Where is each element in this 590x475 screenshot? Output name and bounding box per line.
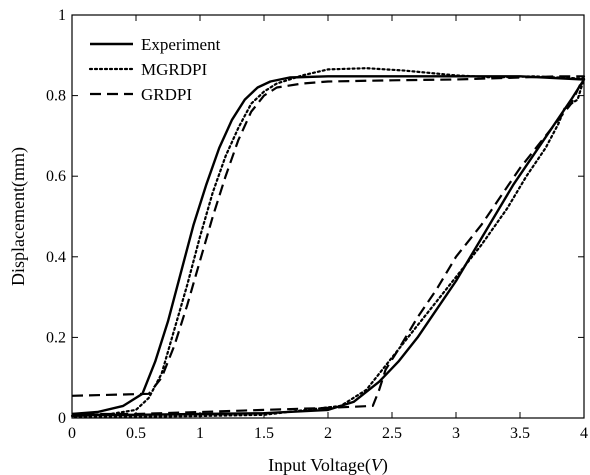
x-tick-label: 1 [196,425,204,442]
plot-lines [70,67,586,418]
x-tick-label: 3.5 [510,425,530,442]
x-tick-label: 0.5 [126,425,146,442]
y-tick-label: 1 [58,7,66,24]
y-tick-label: 0 [58,410,66,427]
x-tick-label: 4 [580,425,588,442]
y-axis-label: Displacement(mm) [8,147,29,286]
series-line-grdpi [71,75,586,416]
legend-label-grdpi: GRDPI [141,85,192,104]
y-tick-label: 0.2 [46,329,66,346]
axis-ticks: 0 0.5 1 1.5 2 2.5 3 3.5 4 0 0.2 0.4 0.6 0.8 1 [46,7,588,442]
y-tick-label: 0.6 [46,168,66,185]
legend-label-mgrdpi: MGRDPI [141,60,207,79]
series-line-mgrdpi [70,67,586,418]
y-tick-label: 0.4 [46,249,66,266]
series-line-experiment [71,75,586,416]
x-tick-label: 1.5 [254,425,274,442]
legend: Experiment MGRDPI GRDPI [88,35,221,104]
y-tick-label: 0.8 [46,88,66,105]
x-tick-label: 0 [68,425,76,442]
x-axis-label-unit: V [371,455,384,475]
x-tick-label: 2.5 [382,425,402,442]
x-tick-label: 2 [324,425,332,442]
x-axis-label-end: ) [382,455,388,475]
legend-label-experiment: Experiment [141,35,221,54]
x-axis-label-start: Input Voltage( [268,455,371,475]
x-tick-label: 3 [452,425,460,442]
x-axis-label: Input Voltage(V) [268,455,388,475]
